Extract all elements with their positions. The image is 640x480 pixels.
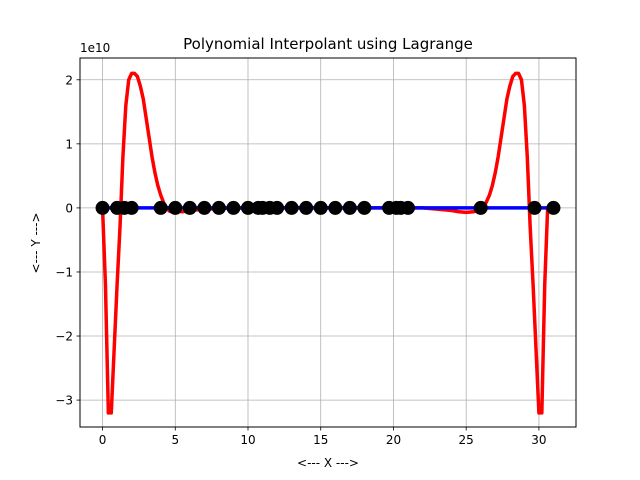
data-point bbox=[342, 200, 357, 215]
x-tick-label: 25 bbox=[459, 433, 474, 447]
data-point bbox=[226, 200, 241, 215]
series-layer bbox=[95, 71, 561, 415]
data-point bbox=[182, 200, 197, 215]
x-axis-label: <--- X ---> bbox=[297, 456, 359, 470]
y-tick-label: 1 bbox=[65, 137, 73, 151]
y-tick-label: 0 bbox=[65, 201, 73, 215]
data-point bbox=[527, 200, 542, 215]
y-offset-label: 1e10 bbox=[80, 41, 110, 55]
data-point bbox=[241, 200, 255, 215]
data-point bbox=[197, 200, 212, 215]
data-point bbox=[299, 200, 314, 215]
data-point bbox=[357, 200, 372, 215]
chart-title: Polynomial Interpolant using Lagrange bbox=[183, 35, 473, 53]
data-point bbox=[153, 200, 168, 215]
y-tick-label: −3 bbox=[55, 394, 73, 408]
y-tick-label: −2 bbox=[55, 330, 73, 344]
x-tick-label: 10 bbox=[240, 433, 255, 447]
data-point bbox=[211, 200, 226, 215]
data-point bbox=[168, 200, 183, 215]
y-axis-label: <--- Y ---> bbox=[29, 212, 43, 273]
x-tick-label: 5 bbox=[171, 433, 179, 447]
axis-ticks: 0 5 10 15 20 25 30 −3 −2 −1 0 1 2 bbox=[55, 73, 546, 447]
x-tick-label: 15 bbox=[313, 433, 328, 447]
plot-frame bbox=[79, 57, 577, 428]
data-point bbox=[95, 200, 110, 215]
data-point bbox=[401, 200, 415, 215]
y-tick-label: 2 bbox=[65, 73, 73, 87]
y-tick-label: −1 bbox=[55, 265, 73, 279]
x-tick-label: 0 bbox=[99, 433, 107, 447]
data-point bbox=[270, 200, 285, 215]
data-point bbox=[124, 200, 139, 215]
data-point bbox=[328, 200, 343, 215]
data-point bbox=[546, 200, 561, 215]
data-point bbox=[313, 200, 328, 215]
data-point bbox=[284, 200, 299, 215]
x-tick-label: 30 bbox=[531, 433, 546, 447]
data-point bbox=[473, 200, 488, 215]
x-tick-label: 20 bbox=[386, 433, 401, 447]
